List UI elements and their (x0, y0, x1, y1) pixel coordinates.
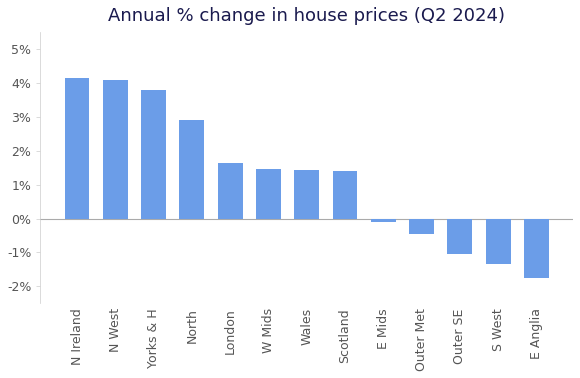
Bar (256, 169, 281, 218)
Bar (218, 163, 242, 218)
Bar (294, 170, 319, 218)
Bar (332, 171, 357, 218)
Bar (141, 90, 166, 218)
Title: Annual % change in house prices (Q2 2024): Annual % change in house prices (Q2 2024… (108, 7, 505, 25)
Bar (371, 218, 396, 222)
Bar (409, 218, 434, 234)
Bar (179, 120, 204, 218)
Bar (103, 79, 128, 218)
Bar (64, 78, 89, 218)
Bar (447, 218, 472, 254)
Bar (485, 218, 510, 264)
Bar (524, 218, 549, 278)
